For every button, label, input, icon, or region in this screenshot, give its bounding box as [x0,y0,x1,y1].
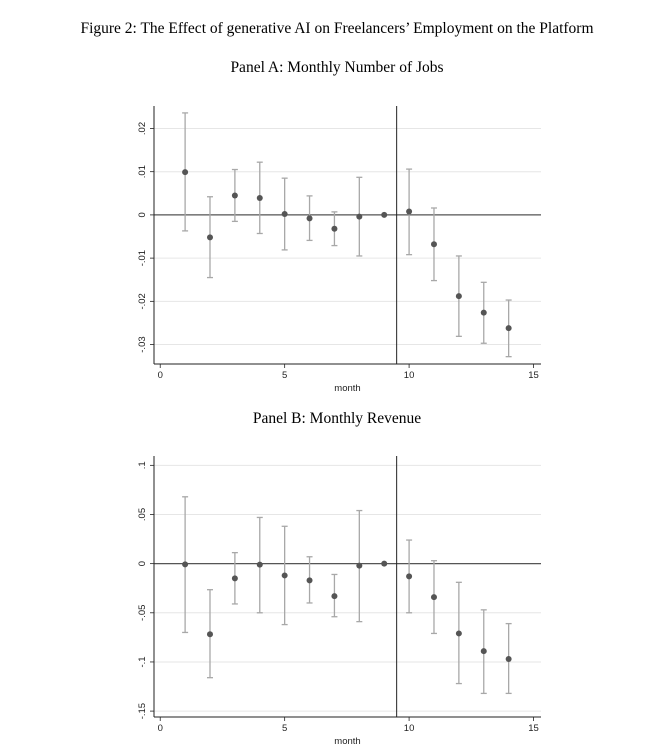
data-point [430,241,437,248]
data-point [430,594,437,601]
data-point [480,309,487,316]
data-point [331,593,338,600]
panel-a-plot: -.03 -.02 -.01 0 .01 .02 0 5 10 15 month [137,106,541,394]
data-point [182,169,189,176]
x-tick-label: 15 [528,370,539,381]
data-point [206,631,213,638]
data-point [182,561,189,568]
x-tick-label: 10 [404,370,415,381]
y-tick-label: -.15 [137,703,148,719]
data-point [406,208,413,215]
x-tick-label: 0 [158,723,163,734]
x-tick-label: 10 [404,723,415,734]
data-point [480,648,487,655]
data-point [381,560,388,567]
y-tick-label: .05 [137,508,148,521]
data-point [231,575,238,582]
data-point [356,562,363,569]
data-point [455,293,462,300]
y-tick-label: -.1 [137,656,148,667]
y-tick-label: -.03 [137,336,148,352]
y-tick-label: -.02 [137,293,148,309]
data-point [406,573,413,580]
data-point [455,630,462,637]
y-tick-label: -.01 [137,250,148,266]
x-tick-label: 0 [158,370,163,381]
x-axis-label: month [334,383,360,394]
panel-a-title: Panel A: Monthly Number of Jobs [230,59,443,76]
y-tick-label: 0 [137,561,148,566]
data-point [231,192,238,199]
panel-b-title: Panel B: Monthly Revenue [253,410,421,427]
y-tick-label: .1 [137,461,148,469]
data-point [331,225,338,232]
data-point [306,577,313,584]
x-tick-label: 5 [282,370,287,381]
data-point [306,215,313,222]
y-tick-label: 0 [137,212,148,217]
data-point [281,211,288,218]
data-point [356,213,363,220]
data-point [505,325,512,332]
x-axis-label: month [334,736,360,747]
figure-title: Figure 2: The Effect of generative AI on… [80,20,593,37]
y-tick-label: -.05 [137,605,148,621]
x-tick-label: 5 [282,723,287,734]
data-point [281,572,288,579]
y-tick-label: .01 [137,165,148,178]
data-point [505,656,512,662]
data-point [206,234,213,241]
data-point [256,561,263,568]
y-tick-label: .02 [137,122,148,135]
data-point [256,195,263,202]
panel-b-plot: -.15 -.1 -.05 0 .05 .1 0 5 10 15 month [137,456,541,747]
x-tick-label: 15 [528,723,539,734]
data-point [381,211,388,218]
